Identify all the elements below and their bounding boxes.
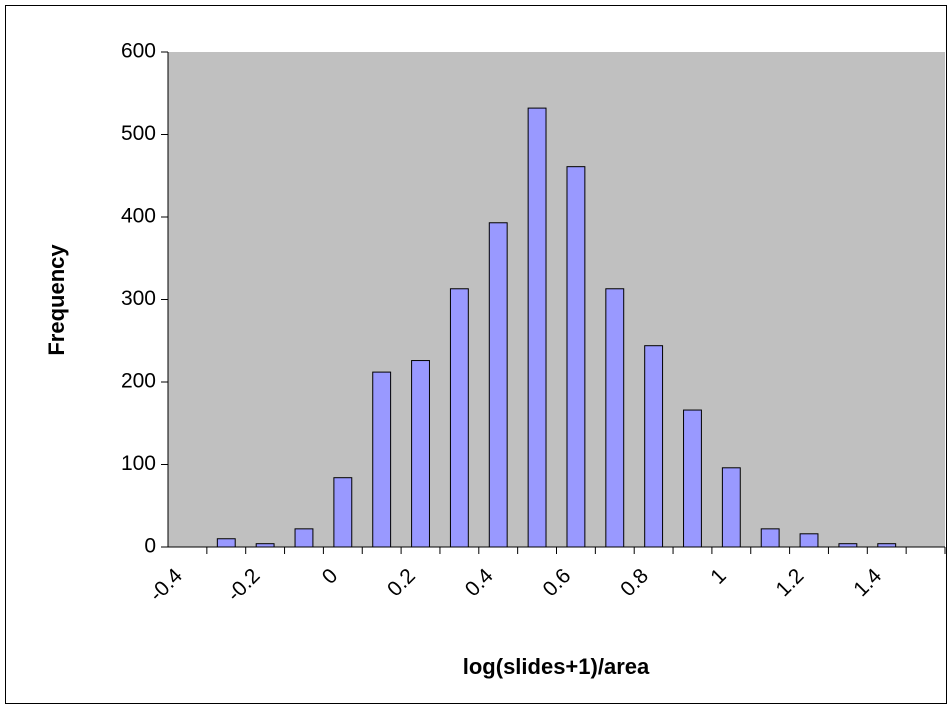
y-tick-label: 300 (121, 287, 156, 310)
y-tick-label: 100 (121, 452, 156, 475)
y-tick-label: 600 (121, 40, 156, 63)
bar (566, 166, 586, 548)
bar (372, 371, 392, 548)
bar (760, 528, 780, 548)
bar (411, 360, 430, 548)
bar (527, 107, 547, 548)
y-tick-label: 0 (144, 535, 156, 558)
y-tick-label: 200 (121, 370, 156, 393)
bar (721, 467, 741, 548)
plot-area (168, 52, 945, 547)
bar (216, 538, 236, 548)
bar (683, 409, 702, 548)
x-axis-title: log(slides+1)/area (463, 654, 650, 679)
bar (644, 345, 664, 548)
bar (294, 528, 314, 548)
y-axis-title: Frequency (44, 244, 69, 356)
bar (799, 533, 819, 548)
bar (449, 288, 469, 548)
y-tick-label: 400 (121, 205, 156, 228)
bar (605, 288, 625, 548)
bar (333, 477, 353, 548)
bar (488, 222, 508, 548)
y-tick-label: 500 (121, 122, 156, 145)
